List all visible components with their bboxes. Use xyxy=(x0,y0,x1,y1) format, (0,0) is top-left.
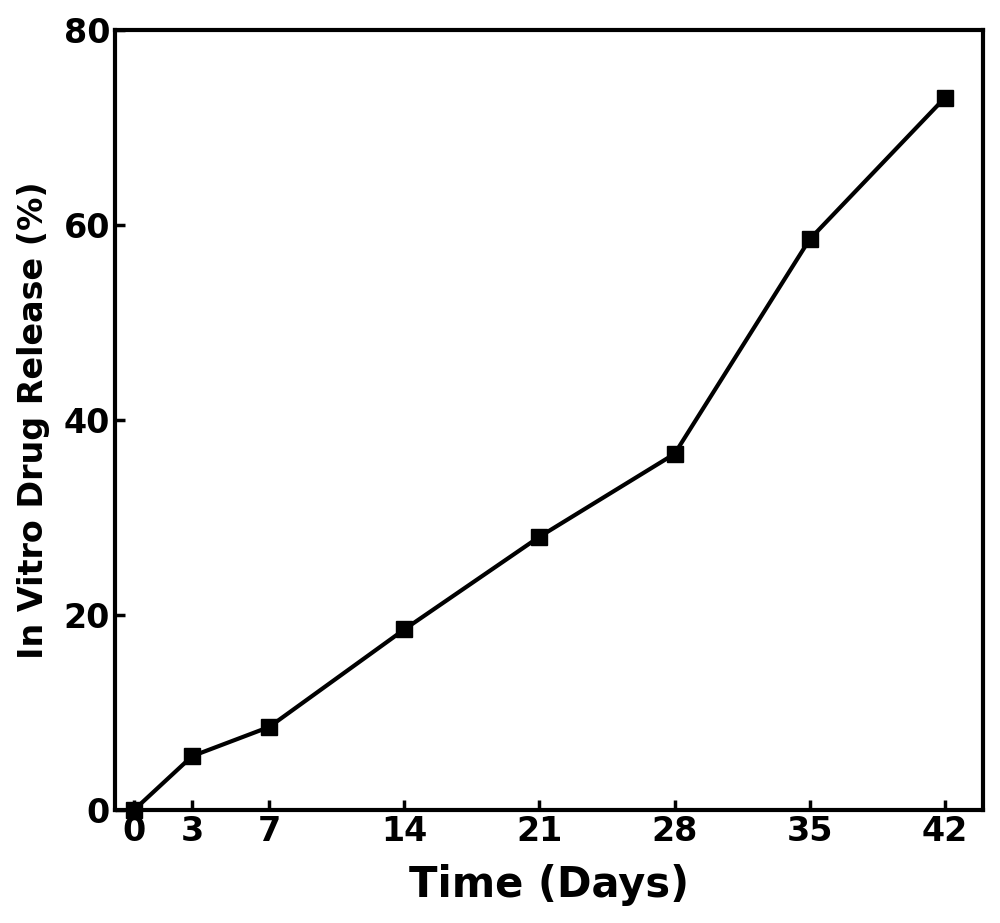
Y-axis label: In Vitro Drug Release (%): In Vitro Drug Release (%) xyxy=(17,181,50,658)
X-axis label: Time (Days): Time (Days) xyxy=(409,864,689,906)
